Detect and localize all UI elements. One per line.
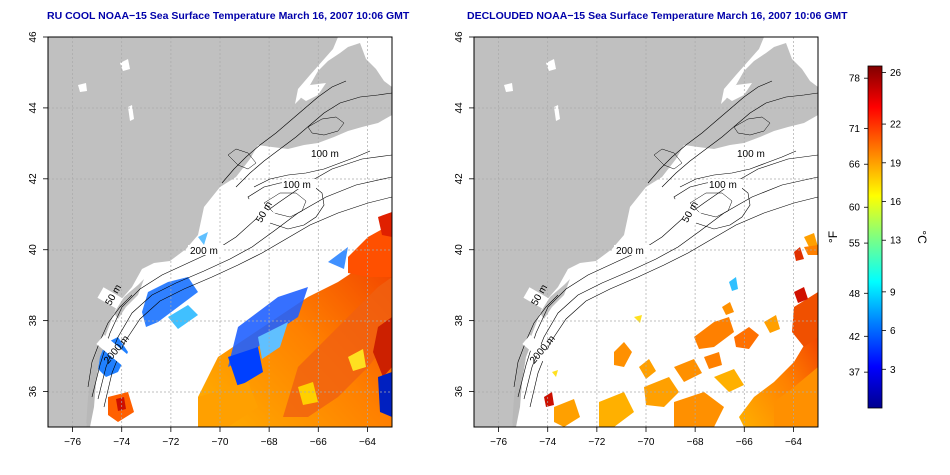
left-panel-title: RU COOL NOAA−15 Sea Surface Temperature …: [47, 10, 410, 22]
lat-tick-label: 42: [28, 173, 39, 185]
fahrenheit-tick-label: 71: [849, 124, 861, 135]
left-sst-field: [96, 105, 392, 427]
fahrenheit-tick-label: 66: [849, 160, 861, 171]
lat-tick-label: 40: [28, 244, 39, 256]
lon-tick-label: −74: [539, 437, 556, 448]
right-sst-field: [544, 233, 818, 427]
celsius-tick-label: 6: [890, 326, 896, 337]
fahrenheit-tick-label: 37: [849, 368, 861, 379]
lat-tick-label: 40: [454, 244, 465, 256]
lat-tick-label: 36: [454, 386, 465, 398]
fahrenheit-tick-label: 60: [849, 203, 861, 214]
fahrenheit-tick-label: 55: [849, 239, 861, 250]
lat-tick-label: 44: [28, 102, 39, 114]
colorbar: 26 22 19 16 13 9 6 3 78 71 66 60 55 48 42 37 °F °C: [826, 65, 929, 409]
contour-label-right-4: 200 m: [616, 246, 644, 257]
lon-tick-label: −66: [310, 437, 327, 448]
contour-label-left-2: 100 m: [283, 180, 311, 191]
colorbar-celsius-label: °C: [915, 230, 929, 244]
lat-tick-label: 46: [454, 31, 465, 43]
fahrenheit-tick-label: 48: [849, 289, 861, 300]
lon-tick-label: −72: [162, 437, 179, 448]
celsius-tick-label: 3: [890, 365, 896, 376]
right-axes: −76 −74 −72 −70 −68 −66 −64 36 38 40 42 44 46: [454, 31, 802, 448]
lon-tick-label: −72: [588, 437, 605, 448]
fahrenheit-tick-label: 42: [849, 332, 861, 343]
lat-tick-label: 38: [28, 315, 39, 327]
celsius-tick-label: 22: [890, 120, 902, 131]
colorbar-gradient: [867, 65, 883, 409]
celsius-tick-label: 13: [890, 236, 902, 247]
lon-tick-label: −68: [687, 437, 704, 448]
colorbar-fahrenheit-label: °F: [826, 231, 840, 243]
lon-tick-label: −76: [64, 437, 81, 448]
celsius-tick-label: 16: [890, 197, 902, 208]
celsius-tick-label: 19: [890, 158, 902, 169]
lon-tick-label: −70: [212, 437, 229, 448]
fahrenheit-tick-label: 78: [849, 74, 861, 85]
contour-label-left-4: 200 m: [190, 246, 218, 257]
lat-tick-label: 38: [454, 315, 465, 327]
celsius-tick-label: 26: [890, 68, 902, 79]
lat-tick-label: 46: [28, 31, 39, 43]
contour-label-right-1: 100 m: [737, 149, 765, 160]
lon-tick-label: −76: [490, 437, 507, 448]
lat-tick-label: 44: [454, 102, 465, 114]
lon-tick-label: −64: [359, 437, 376, 448]
contour-label-right-2: 100 m: [709, 180, 737, 191]
lat-tick-label: 36: [28, 386, 39, 398]
right-panel-title: DECLOUDED NOAA−15 Sea Surface Temperatur…: [467, 10, 848, 22]
lon-tick-label: −74: [113, 437, 130, 448]
left-axes: −76 −74 −72 −70 −68 −66 −64 36 38 40 42 44 46: [28, 31, 376, 448]
left-map-panel: 100 m 100 m 50 m 200 m 50 m 2000 m −76 −7…: [28, 31, 393, 448]
contour-label-left-1: 100 m: [311, 149, 339, 160]
lon-tick-label: −66: [736, 437, 753, 448]
right-map-panel: 100 m 100 m 50 m 200 m 50 m 2000 m −76 −7…: [454, 31, 819, 448]
lon-tick-label: −68: [261, 437, 278, 448]
celsius-tick-label: 9: [890, 287, 896, 298]
lon-tick-label: −70: [638, 437, 655, 448]
lat-tick-label: 42: [454, 173, 465, 185]
lon-tick-label: −64: [785, 437, 802, 448]
